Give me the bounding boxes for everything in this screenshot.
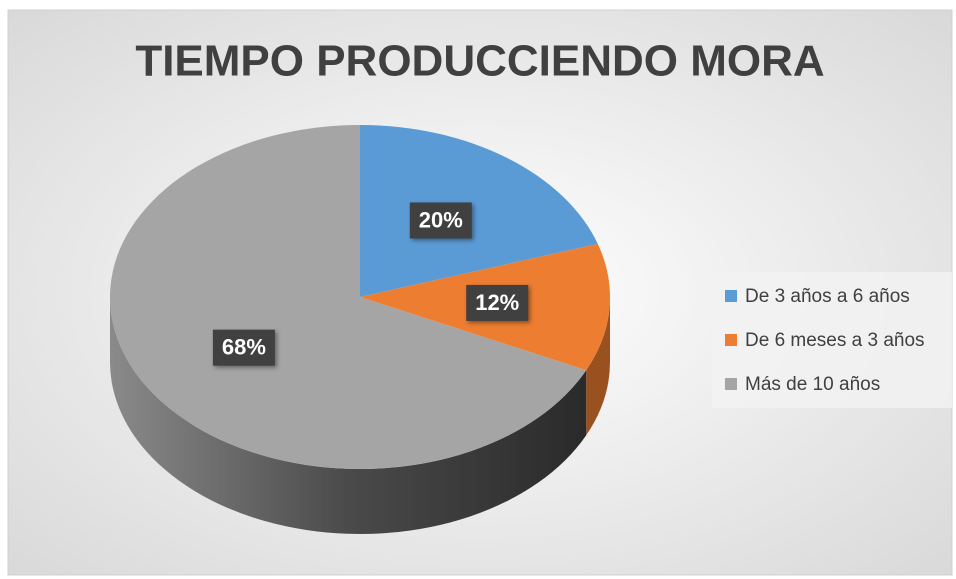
data-label-box bbox=[409, 202, 472, 239]
legend-label: De 3 años a 6 años bbox=[745, 286, 910, 307]
legend-swatch bbox=[725, 334, 737, 346]
data-label-box bbox=[466, 284, 529, 321]
slice-side bbox=[110, 297, 587, 534]
data-label-box bbox=[212, 329, 275, 366]
slice-side bbox=[586, 297, 610, 436]
slice bbox=[360, 125, 598, 297]
chart-title: TIEMPO PRODUCCIENDO MORA bbox=[135, 37, 824, 86]
data-label: 68% bbox=[222, 335, 266, 360]
data-label: 20% bbox=[419, 207, 463, 232]
legend-swatch bbox=[725, 290, 737, 302]
legend-swatch bbox=[725, 378, 737, 390]
data-label: 12% bbox=[475, 290, 519, 315]
legend-box bbox=[712, 272, 952, 408]
slice bbox=[110, 125, 587, 469]
legend-label: Más de 10 años bbox=[745, 374, 880, 395]
legend-label: De 6 meses a 3 años bbox=[745, 330, 925, 351]
